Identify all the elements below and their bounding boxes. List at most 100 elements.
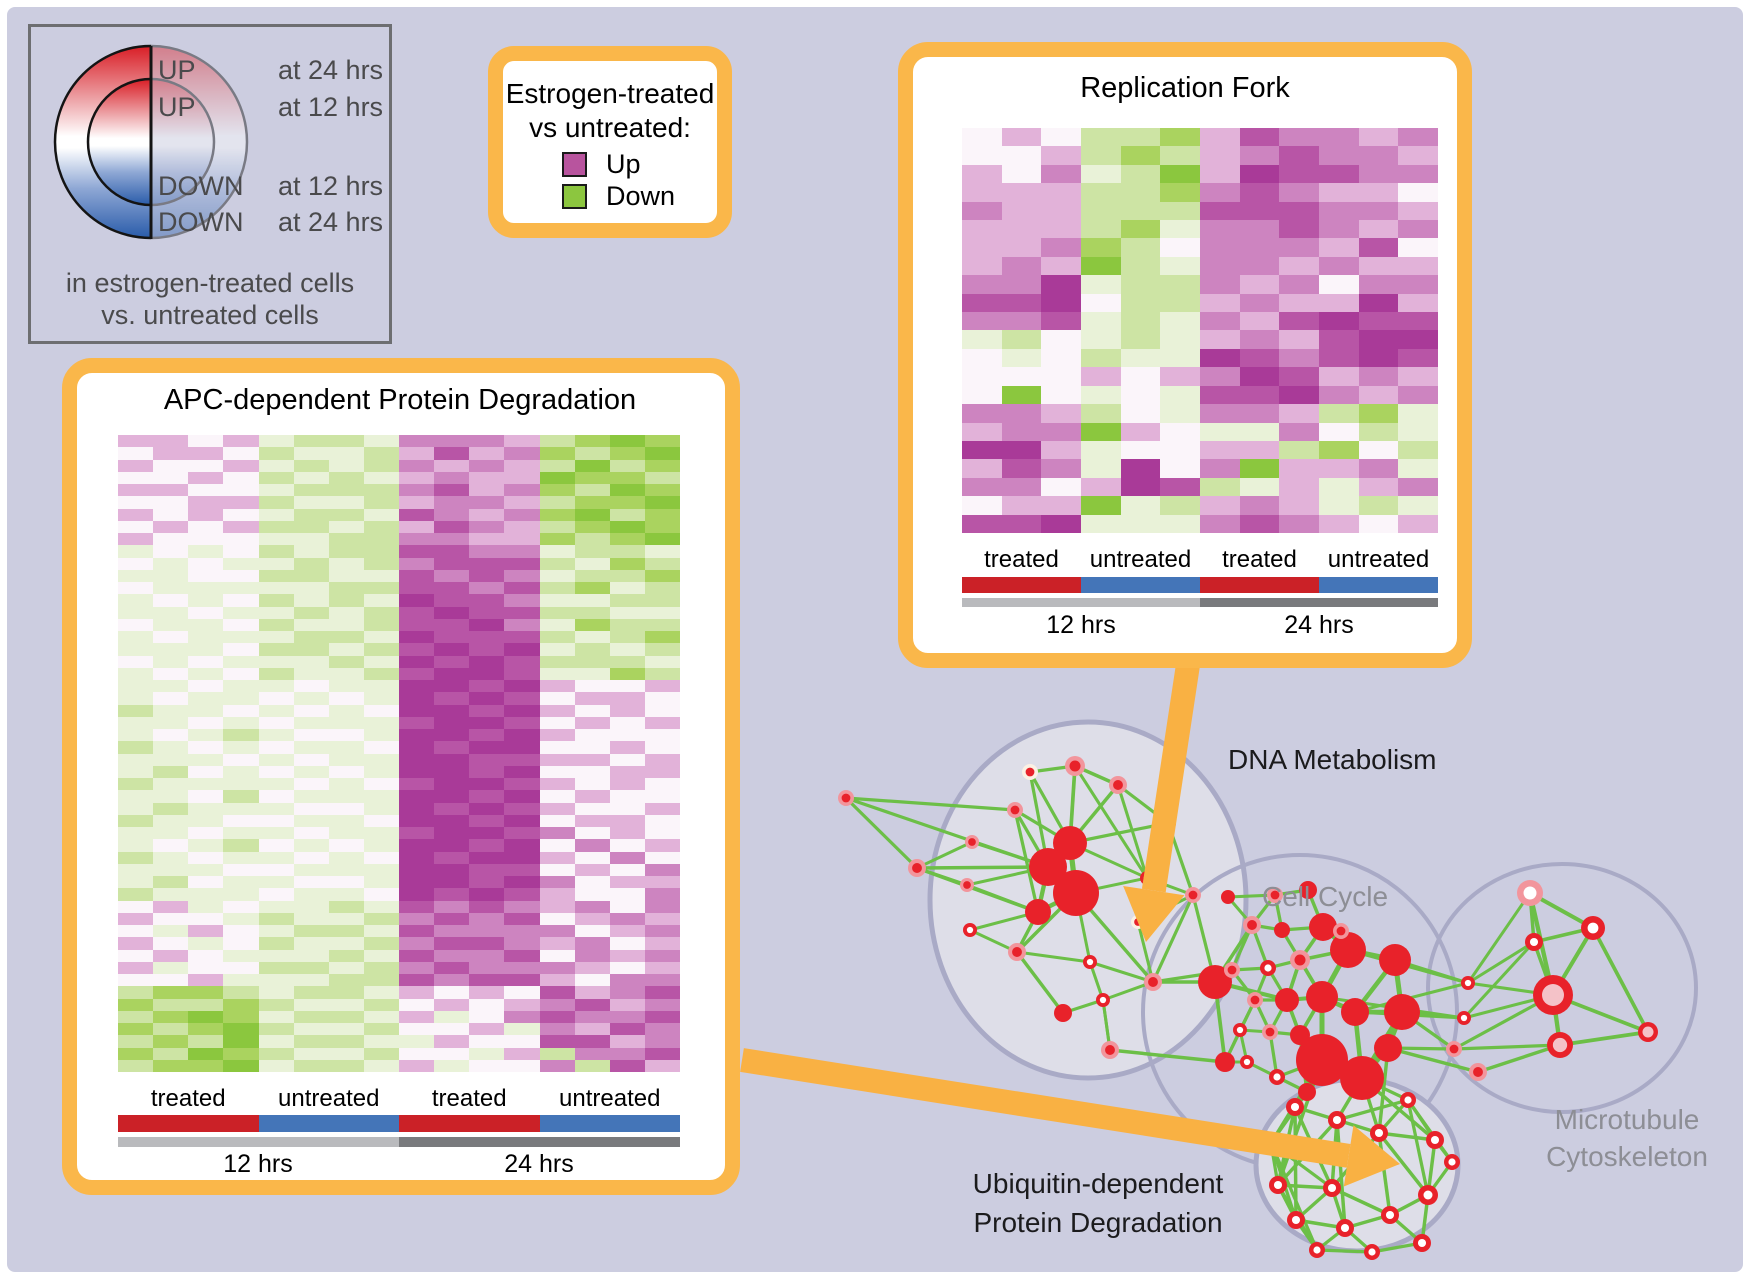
cluster-label-cell-cycle: Cell Cycle — [1261, 881, 1389, 912]
gene-node-rim-core — [1148, 977, 1158, 987]
ring-legend-down-24-time: at 24 hrs — [278, 207, 384, 237]
rf-12hrs-label: 12 hrs — [1046, 611, 1116, 639]
gene-node-rim-core — [1336, 926, 1346, 936]
network-edge — [844, 796, 919, 870]
gene-node-rim-core — [1473, 1067, 1483, 1077]
ring-legend-up-12-word: UP — [158, 92, 196, 122]
gene-node-rim-core — [1247, 920, 1257, 930]
gene-node-whiterim-core — [1025, 767, 1035, 777]
network-edge — [1073, 765, 1149, 879]
network-edge — [1406, 1099, 1430, 1196]
gene-node-ringpink-center — [1642, 1026, 1654, 1038]
gene-node-rim-core — [1250, 995, 1260, 1005]
gene-node-solid — [1306, 981, 1338, 1013]
gene-node-ring-center — [1332, 1115, 1342, 1125]
network-edge — [1477, 1043, 1561, 1074]
arrow-rf-to-dna-head — [1123, 885, 1185, 942]
gene-node-solid — [1298, 1083, 1316, 1101]
gene-node-solid — [1299, 881, 1317, 899]
gene-node-solid — [1341, 998, 1369, 1026]
network-edge — [1269, 1142, 1319, 1251]
panel-apc-title: APC-dependent Protein Degradation — [163, 384, 637, 416]
panel-rf-title: Replication Fork — [1080, 72, 1290, 104]
gene-node-solid — [1340, 1056, 1384, 1100]
network-edge — [1336, 1098, 1409, 1122]
rf-treatment-colorbar — [962, 577, 1438, 593]
gene-node-solid — [1025, 899, 1051, 925]
network-edge — [1277, 1183, 1333, 1190]
gene-node-ring-center — [1099, 996, 1107, 1004]
gene-node-ring-center — [1385, 1210, 1395, 1220]
network-edge — [916, 840, 973, 870]
network-edge — [1116, 784, 1149, 879]
group-label-untreated: untreated — [278, 1085, 380, 1112]
gene-node-solid — [1296, 1034, 1348, 1086]
arrow-apc-to-ubiquitin-shaft — [740, 1048, 1351, 1168]
network-edge — [1462, 940, 1536, 1020]
gene-node-ring-center — [1264, 964, 1272, 972]
gene-node-ring-center — [1291, 1215, 1301, 1225]
group-label-treated: treated — [1222, 546, 1297, 573]
group-label-untreated: untreated — [1327, 546, 1430, 573]
faded-right-half-overlay — [151, 40, 253, 248]
network-edge — [1466, 892, 1532, 984]
group-label-treated: treated — [984, 546, 1059, 573]
gene-node-solid — [1053, 826, 1087, 860]
network-edge — [1377, 1047, 1390, 1134]
network-edge — [1406, 1099, 1454, 1163]
arrow-apc-to-ubiquitin-head — [1343, 1125, 1400, 1187]
gene-node-ring-center — [1404, 1096, 1412, 1104]
gene-node-solid — [1330, 932, 1366, 968]
gene-node-ring-center — [1430, 1135, 1440, 1145]
ring-legend-down-12-word: DOWN — [158, 171, 244, 201]
down-color-swatch — [562, 184, 587, 209]
gene-node-ring-center — [1313, 1246, 1321, 1254]
gene-node-solid — [1198, 965, 1232, 999]
cluster-label-ubiquitin-line1: Ubiquitin-dependent — [972, 1168, 1224, 1199]
gene-node-pinkring-center — [1523, 886, 1537, 900]
gene-node-solid — [1274, 922, 1290, 938]
ring-legend-up-24-word: UP — [158, 55, 196, 85]
gene-node-rim-core — [1227, 965, 1237, 975]
network-edge — [916, 865, 1049, 870]
gene-node-rim-core — [841, 793, 851, 803]
heatmap-apc — [118, 435, 680, 1072]
gene-node-ring-center — [1340, 1223, 1350, 1233]
gene-node-ring-center — [1086, 958, 1094, 966]
gene-node-rim-core — [963, 881, 971, 889]
gene-node-ring-center — [1368, 1248, 1376, 1256]
network-edge — [1335, 1119, 1347, 1229]
rf-time-graybar — [962, 598, 1438, 607]
network-edge — [1316, 1248, 1373, 1254]
ring-legend-footer-line1: in estrogen-treated cells — [65, 268, 355, 298]
network-edge — [1559, 1030, 1649, 1047]
group-label-untreated: untreated — [1089, 546, 1192, 573]
gene-node-solid — [1290, 1025, 1310, 1045]
gene-node-solid — [1309, 913, 1337, 941]
up-swatch-label: Up — [606, 149, 641, 179]
gene-node-rim-core — [1270, 890, 1280, 900]
gene-node-ring-center — [1587, 922, 1599, 934]
ring-legend-up-12-time: at 12 hrs — [278, 92, 384, 122]
apc-time-graybar — [118, 1137, 680, 1147]
apc-12hrs-label: 12 hrs — [223, 1150, 293, 1178]
gene-node-ring-center — [1290, 1102, 1300, 1112]
gene-node-solid — [1215, 1052, 1235, 1072]
network-edge — [1377, 1132, 1392, 1216]
gene-node-ring-center — [1417, 1238, 1427, 1248]
network-edge — [1109, 1048, 1226, 1064]
network-edge — [1467, 940, 1535, 985]
network-edge — [1378, 1131, 1436, 1142]
gene-node-ring-center — [966, 926, 974, 934]
apc-24hrs-label: 24 hrs — [504, 1150, 574, 1178]
ring-legend-up-24-time: at 24 hrs — [278, 55, 384, 85]
gene-node-solid — [1384, 994, 1420, 1030]
network-edge — [1591, 927, 1650, 1033]
group-label-treated: treated — [431, 1085, 507, 1112]
gene-node-solid — [1379, 944, 1411, 976]
network-edge — [1089, 960, 1154, 984]
down-swatch-label: Down — [606, 181, 676, 211]
gene-node-solid — [1374, 1034, 1402, 1062]
